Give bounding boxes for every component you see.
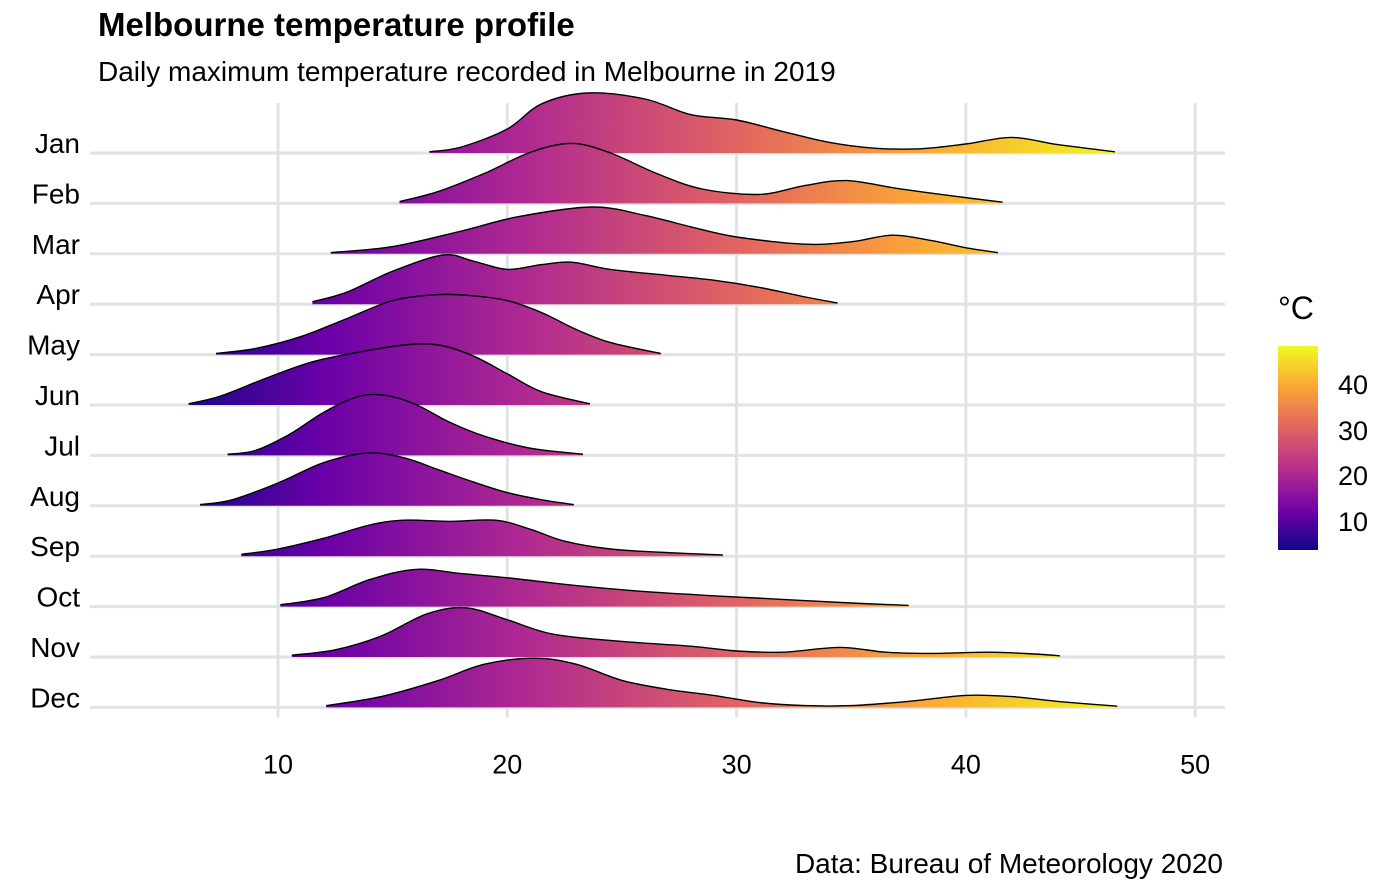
ridge-area-dec <box>326 658 1118 708</box>
ridge-outline-feb <box>399 142 1003 203</box>
ridge-area-jan <box>429 92 1115 153</box>
ridge-outline-dec <box>326 657 1118 707</box>
x-tick-label: 20 <box>492 749 522 779</box>
ridge-aug <box>199 452 574 506</box>
x-tick-label: 10 <box>263 749 293 779</box>
ridges <box>188 92 1118 708</box>
ridge-area-aug <box>200 452 574 506</box>
ridge-area-feb <box>399 143 1003 204</box>
y-tick-label-dec: Dec <box>30 682 80 713</box>
ridge-jul <box>227 393 584 456</box>
ridge-outline-oct <box>280 568 909 607</box>
ridge-area-sep <box>241 519 723 557</box>
ridge-outline-jun <box>188 343 591 405</box>
chart-title: Melbourne temperature profile <box>98 6 575 43</box>
legend-title: °C <box>1278 290 1314 326</box>
legend-tick-10: 10 <box>1317 507 1369 537</box>
ridge-dec <box>326 657 1118 708</box>
y-tick-label-mar: Mar <box>32 229 80 260</box>
ridge-oct <box>280 568 909 607</box>
x-tick-label: 50 <box>1180 749 1210 779</box>
chart-caption: Data: Bureau of Meteorology 2020 <box>794 848 1223 879</box>
ridge-area-may <box>216 294 661 355</box>
chart-subtitle: Daily maximum temperature recorded in Me… <box>98 56 836 87</box>
y-tick-label-aug: Aug <box>30 481 80 512</box>
ridge-outline-sep <box>241 519 723 556</box>
ridge-sep <box>241 519 723 557</box>
y-tick-label-sep: Sep <box>30 531 80 562</box>
ridge-outline-aug <box>199 452 574 506</box>
ridge-outline-mar <box>330 206 999 254</box>
ridge-apr <box>312 253 838 305</box>
ridge-mar <box>330 206 999 254</box>
ridge-area-apr <box>312 254 838 305</box>
y-tick-label-jan: Jan <box>35 128 80 159</box>
ridge-nov <box>291 606 1060 657</box>
ridge-jun <box>188 343 591 405</box>
ridge-area-jun <box>188 343 590 405</box>
legend-colorbar <box>1278 346 1318 550</box>
ridge-may <box>216 293 662 355</box>
y-tick-label-jun: Jun <box>35 380 80 411</box>
x-tick-label: 40 <box>951 749 981 779</box>
y-tick-label-apr: Apr <box>36 279 80 310</box>
y-tick-label-oct: Oct <box>36 582 80 613</box>
ridge-outline-apr <box>312 253 838 304</box>
axis-labels: 10 20 30 40 50 Jan Feb Mar Apr May Jun Jul Aug Sep Oct… <box>27 128 1210 779</box>
legend-tick-40: 40 <box>1317 370 1369 400</box>
ridge-area-jul <box>227 394 583 456</box>
x-tick-label: 30 <box>722 749 752 779</box>
ridge-area-mar <box>330 206 998 254</box>
ridge-area-nov <box>291 607 1060 657</box>
ridge-outline-jan <box>429 92 1115 153</box>
y-tick-label-nov: Nov <box>30 632 80 663</box>
ridge-jan <box>429 92 1115 153</box>
legend-tick-20: 20 <box>1317 461 1369 491</box>
ridge-outline-may <box>216 293 662 355</box>
y-tick-label-may: May <box>27 330 80 361</box>
y-tick-label-feb: Feb <box>32 178 80 209</box>
ridge-outline-nov <box>291 606 1060 657</box>
ridge-feb <box>399 142 1003 204</box>
ridge-outline-jul <box>227 393 584 455</box>
legend-tick-30: 30 <box>1317 416 1369 446</box>
y-tick-label-jul: Jul <box>44 430 80 461</box>
